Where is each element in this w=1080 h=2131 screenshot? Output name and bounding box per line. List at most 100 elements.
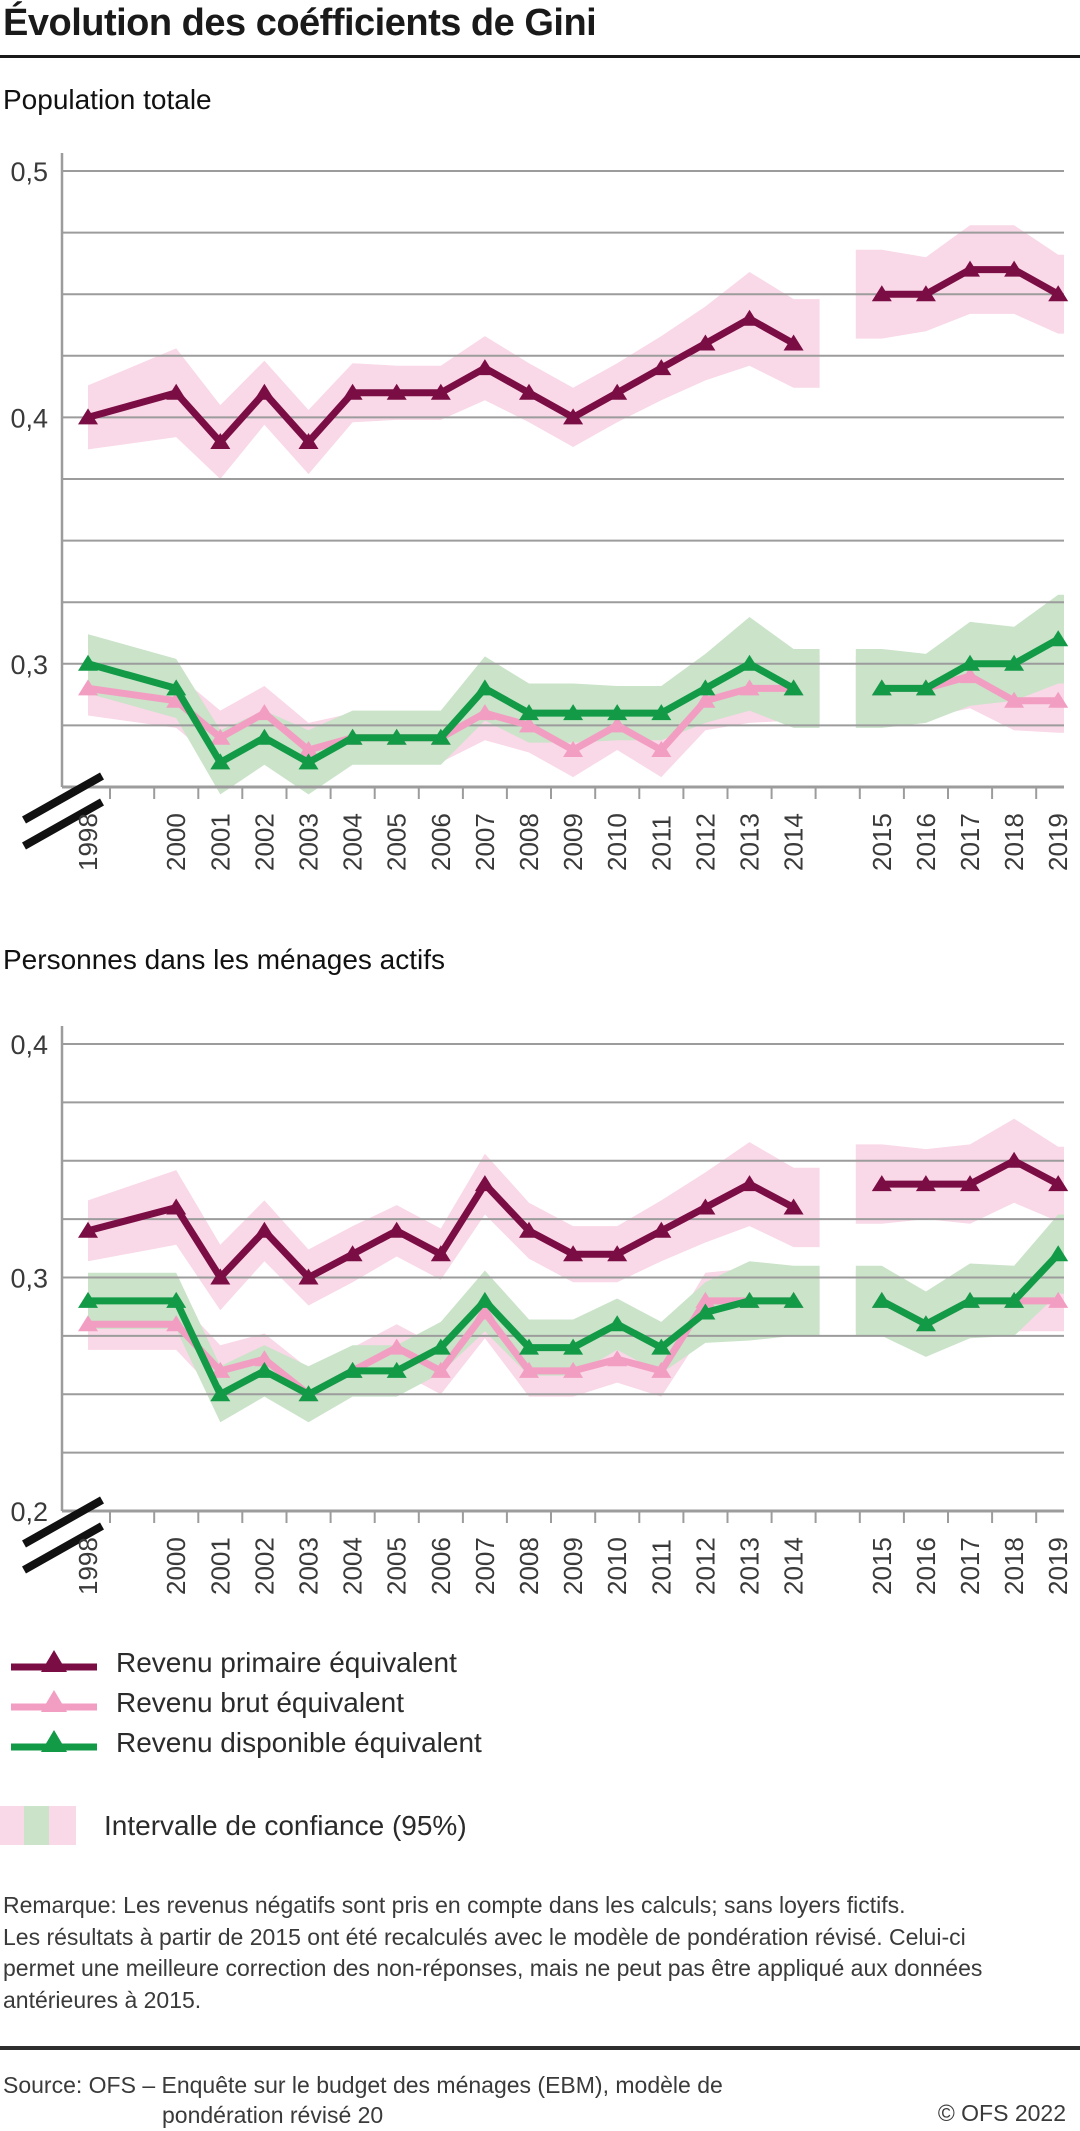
- marker-brut-2006: [430, 1361, 451, 1378]
- marker-brut-2003: [298, 741, 319, 757]
- x-axis-label: 2005: [382, 1537, 412, 1595]
- marker-brut-2008: [519, 1361, 539, 1378]
- note-text: Remarque: Les revenus négatifs sont pris…: [3, 1892, 983, 2013]
- marker-primaire-2007: [474, 1175, 495, 1192]
- copyright-text: © OFS 2022: [937, 2100, 1066, 2126]
- marker-primaire-2019: [1048, 1175, 1069, 1192]
- marker-disponible-2018: [1004, 654, 1025, 671]
- marker-primaire-2007: [474, 359, 495, 376]
- marker-disponible-2017: [960, 654, 980, 671]
- legend-triangle: [41, 1690, 67, 1712]
- y-axis-label: 0,5: [10, 157, 48, 187]
- marker-brut-2018: [1004, 691, 1025, 708]
- marker-disponible-2009: [563, 1338, 584, 1355]
- marker-disponible-2004: [342, 1361, 363, 1378]
- marker-disponible-2004: [342, 728, 363, 745]
- marker-disponible-2015: [871, 679, 892, 696]
- ci-band-disponible: [855, 594, 1064, 728]
- legend-item-disponible: Revenu disponible équivalent: [10, 1723, 482, 1763]
- marker-disponible-2016: [915, 679, 936, 696]
- marker-brut-2002: [254, 704, 275, 721]
- marker-disponible-2014: [783, 1291, 804, 1308]
- x-axis-label: 2007: [470, 1537, 500, 1595]
- x-axis-label: 2019: [1043, 813, 1073, 871]
- source-line-1: Source: OFS – Enquête sur le budget des …: [3, 2072, 723, 2098]
- legend-marker-primaire-icon: [11, 1650, 97, 1672]
- marker-disponible-2018: [1004, 1291, 1025, 1308]
- marker-brut-2012: [695, 691, 716, 708]
- x-axis-label: 2006: [426, 813, 456, 871]
- ci-swatch-stripe: [49, 1806, 76, 1845]
- marker-primaire-2006: [430, 1245, 451, 1262]
- x-axis-label: 2016: [911, 813, 941, 871]
- footer-rule: [0, 2046, 1080, 2050]
- marker-brut-2010: [607, 1350, 628, 1367]
- marker-brut-2007: [474, 1303, 495, 1320]
- marker-primaire-2019: [1048, 285, 1069, 302]
- marker-primaire-2010: [607, 383, 628, 400]
- marker-primaire-2001: [210, 1268, 231, 1285]
- series-line-brut: [87, 684, 794, 755]
- marker-disponible-2003: [298, 753, 319, 770]
- marker-brut-1998: [78, 1315, 98, 1332]
- marker-primaire-2011: [651, 1221, 672, 1238]
- marker-primaire-2016: [915, 1175, 936, 1192]
- marker-disponible-2010: [607, 704, 628, 721]
- marker-disponible-2001: [210, 753, 231, 770]
- marker-brut-2017: [960, 667, 980, 684]
- x-axis-label: 2000: [161, 813, 191, 871]
- x-axis-label: 2008: [514, 813, 544, 871]
- marker-disponible-2019: [1048, 1245, 1069, 1262]
- ci-band-disponible: [855, 1214, 1064, 1357]
- x-axis-label: 2014: [779, 813, 809, 871]
- chart-section-title-menages-actifs: Personnes dans les ménages actifs: [3, 944, 446, 975]
- axis-break-icon: [22, 772, 104, 850]
- source-line-2: pondération révisé 20: [162, 2102, 384, 2128]
- x-axis-label: 2004: [338, 813, 368, 871]
- x-axis-label: 1998: [73, 813, 103, 871]
- marker-disponible-1998: [78, 1291, 98, 1308]
- x-axis-label: 2012: [690, 813, 720, 871]
- series-line-disponible: [87, 659, 796, 768]
- marker-disponible-2005: [386, 1361, 407, 1378]
- marker-disponible-2002: [254, 728, 275, 745]
- x-axis-label: 2015: [867, 1537, 897, 1595]
- y-axis-label: 0,3: [10, 650, 48, 680]
- marker-disponible-2000: [166, 1291, 187, 1308]
- marker-disponible-2013: [739, 654, 760, 671]
- marker-brut-2013: [739, 679, 760, 696]
- x-axis-label: 2007: [470, 813, 500, 871]
- x-axis-label: 2004: [338, 1537, 368, 1595]
- confidence-interval-swatch-icon: [0, 1806, 76, 1845]
- x-axis-label: 1998: [73, 1537, 103, 1595]
- x-axis-label: 2017: [955, 1537, 985, 1595]
- marker-disponible-2005: [386, 728, 407, 745]
- marker-primaire-2008: [519, 383, 539, 400]
- axis-break-icon: [22, 1496, 104, 1574]
- marker-disponible-2012: [695, 679, 716, 696]
- marker-primaire-2015: [871, 1175, 892, 1192]
- marker-primaire-2003: [298, 433, 319, 449]
- marker-primaire-2012: [695, 1198, 716, 1215]
- legend-item-brut: Revenu brut équivalent: [10, 1683, 482, 1723]
- marker-disponible-2011: [651, 704, 672, 721]
- marker-brut-2010: [607, 716, 628, 733]
- marker-brut-2012: [695, 1291, 716, 1308]
- series-primaire: [78, 1151, 1069, 1285]
- ci-swatch-stripe: [0, 1806, 24, 1845]
- x-axis-label: 2018: [999, 1537, 1029, 1595]
- marker-brut-2019: [1048, 1291, 1069, 1308]
- legend-marker-disponible-icon: [11, 1730, 97, 1752]
- marker-disponible-2019: [1048, 630, 1069, 647]
- x-axis-label: 2018: [999, 813, 1029, 871]
- x-axis-label: 2013: [735, 1537, 765, 1595]
- marker-disponible-2003: [298, 1385, 319, 1402]
- marker-primaire-2004: [342, 383, 363, 400]
- marker-disponible-2009: [563, 704, 584, 721]
- marker-brut-2019: [1048, 691, 1069, 708]
- x-axis-label: 2005: [382, 813, 412, 871]
- x-axis-label: 2001: [205, 1537, 235, 1595]
- marker-primaire-2000: [166, 383, 187, 400]
- marker-primaire-2005: [386, 383, 407, 400]
